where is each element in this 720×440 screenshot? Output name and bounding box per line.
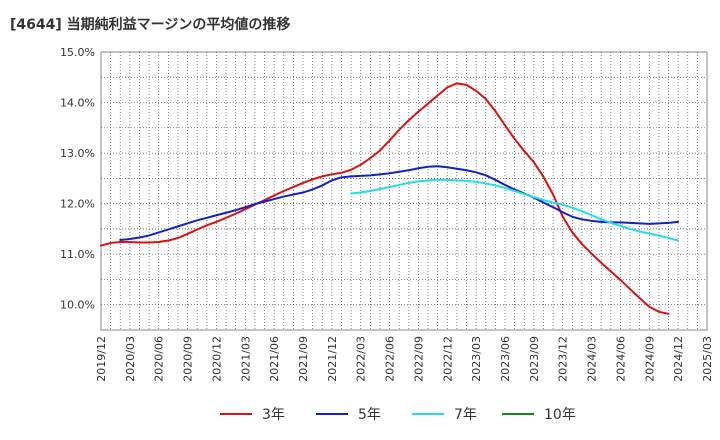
legend-label-3年: 3年 (262, 407, 285, 423)
x-tick-label: 2021/12 (326, 336, 339, 382)
legend-label-7年: 7年 (454, 407, 477, 423)
x-tick-label: 2023/06 (499, 336, 512, 382)
x-tick-label: 2024/03 (586, 336, 599, 382)
x-tick-label: 2021/09 (297, 336, 310, 382)
x-tick-label: 2021/03 (239, 336, 252, 382)
x-tick-label: 2024/09 (643, 336, 656, 382)
y-tick-label: 10.0% (60, 299, 95, 312)
y-tick-label: 13.0% (60, 147, 95, 160)
chart-title: [4644] 当期純利益マージンの平均値の推移 (10, 17, 291, 33)
x-tick-label: 2023/09 (528, 336, 541, 382)
y-tick-label: 15.0% (60, 46, 95, 59)
x-tick-label: 2022/03 (355, 336, 368, 382)
x-tick-label: 2020/09 (182, 336, 195, 382)
x-tick-label: 2020/12 (210, 336, 223, 382)
series-line-5年 (119, 165, 680, 242)
series-line-7年 (350, 178, 680, 242)
x-tick-label: 2022/12 (441, 336, 454, 382)
legend-label-5年: 5年 (358, 407, 381, 423)
x-tick-label: 2022/06 (384, 336, 397, 382)
x-tick-label: 2022/09 (412, 336, 425, 382)
x-tick-label: 2025/03 (701, 336, 714, 382)
y-tick-label: 11.0% (60, 248, 95, 261)
x-tick-label: 2020/03 (124, 336, 137, 382)
x-tick-label: 2023/03 (470, 336, 483, 382)
plot-area (100, 51, 708, 331)
x-tick-label: 2024/06 (614, 336, 627, 382)
y-tick-label: 14.0% (60, 97, 95, 110)
x-tick-label: 2023/12 (557, 336, 570, 382)
x-tick-label: 2020/06 (153, 336, 166, 382)
x-tick-label: 2021/06 (268, 336, 281, 382)
series-line-3年 (100, 82, 670, 315)
x-tick-label: 2019/12 (95, 336, 108, 382)
y-tick-label: 12.0% (60, 198, 95, 211)
x-tick-label: 2024/12 (672, 336, 685, 382)
legend-label-10年: 10年 (544, 407, 576, 423)
